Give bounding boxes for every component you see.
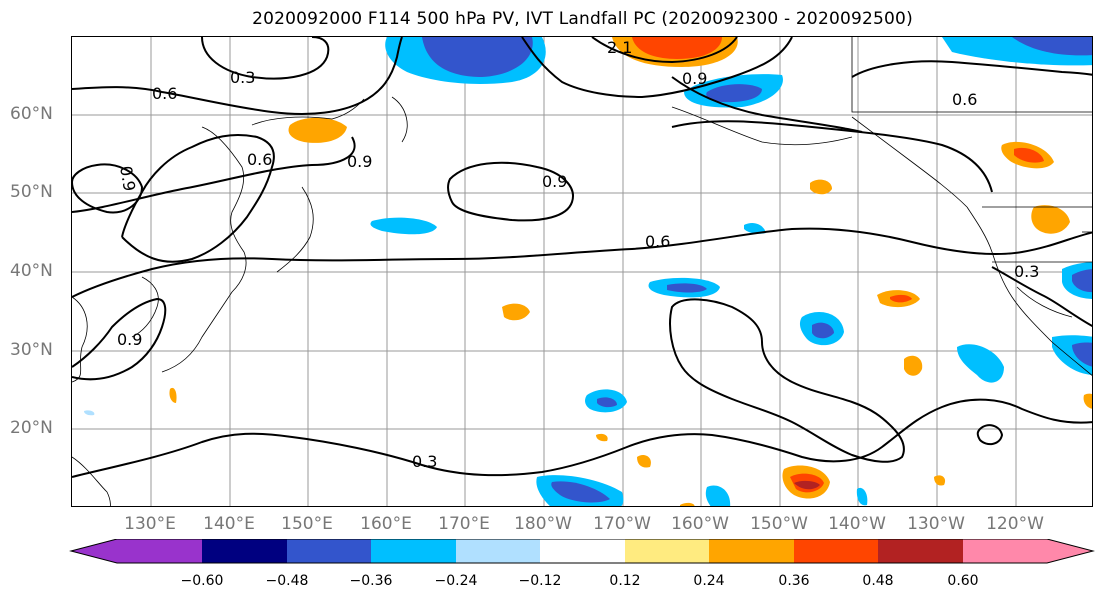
- lon-label-120w: 120°W: [986, 514, 1044, 534]
- lon-label-150e: 150°E: [281, 514, 333, 534]
- pv-contours: [72, 37, 1092, 478]
- lon-label-160w: 160°W: [671, 514, 729, 534]
- colorbar-swatch: [540, 539, 625, 563]
- colorbar-swatch: [117, 539, 202, 563]
- colorbar-extend-max: [1047, 539, 1093, 563]
- lat-label-30n: 30°N: [10, 340, 53, 360]
- colorbar-tick: 0.24: [693, 573, 725, 589]
- contour-label: 0.9: [117, 330, 142, 349]
- colorbar-tick: −0.24: [434, 573, 478, 589]
- colorbar-tick: 0.12: [609, 573, 641, 589]
- colorbar-swatch: [963, 539, 1047, 563]
- lon-label-140e: 140°E: [203, 514, 255, 534]
- map-title: 2020092000 F114 500 hPa PV, IVT Landfall…: [252, 9, 913, 29]
- lon-label-130e: 130°E: [124, 514, 176, 534]
- colorbar-tick: −0.12: [518, 573, 562, 589]
- colorbar-tick: −0.36: [349, 573, 393, 589]
- colorbar-swatch: [625, 539, 709, 563]
- colorbar-tick: −0.48: [265, 573, 309, 589]
- colorbar-swatches: [71, 539, 1093, 563]
- colorbar-swatch: [794, 539, 878, 563]
- lat-label-60n: 60°N: [10, 104, 53, 124]
- contour-label: 0.9: [116, 164, 139, 192]
- lon-label-130w: 130°W: [907, 514, 965, 534]
- colorbar-swatch: [456, 539, 540, 563]
- colorbar-tick: 0.60: [947, 573, 979, 589]
- map-panel: 0.3 0.6 0.9 0.6 0.9 0.9 0.6 0.9 0.6 0.9 …: [71, 36, 1093, 507]
- lat-label-40n: 40°N: [10, 261, 53, 281]
- anomaly-shading: [84, 37, 1092, 506]
- colorbar-swatch: [287, 539, 371, 563]
- coastlines: [72, 37, 1092, 506]
- contour-label: 0.6: [645, 232, 670, 251]
- graticule: [72, 37, 1092, 506]
- contour-label: 0.6: [152, 84, 177, 103]
- lon-label-180w: 180°W: [514, 514, 572, 534]
- contour-labels: 0.3 0.6 0.9 0.6 0.9 0.9 0.6 0.9 0.6 0.9 …: [116, 38, 1039, 471]
- colorbar-swatch: [202, 539, 287, 563]
- contour-label: 0.6: [247, 150, 272, 169]
- contour-label: 0.3: [230, 68, 255, 87]
- lon-label-160e: 160°E: [360, 514, 412, 534]
- colorbar-tick: 0.36: [778, 573, 810, 589]
- map-canvas: 0.3 0.6 0.9 0.6 0.9 0.9 0.6 0.9 0.6 0.9 …: [72, 37, 1092, 506]
- colorbar-swatch: [371, 539, 456, 563]
- lon-label-170e: 170°E: [438, 514, 490, 534]
- contour-label: 0.9: [542, 172, 567, 191]
- lat-label-20n: 20°N: [10, 418, 53, 438]
- contour-label: 0.9: [682, 69, 707, 88]
- lon-label-140w: 140°W: [828, 514, 886, 534]
- contour-label: 0.9: [347, 152, 372, 171]
- colorbar-swatch: [878, 539, 963, 563]
- lon-label-170w: 170°W: [593, 514, 651, 534]
- colorbar: [69, 539, 1095, 564]
- colorbar-extend-min: [71, 539, 117, 563]
- contour-label: 0.3: [412, 452, 437, 471]
- colorbar-swatch: [709, 539, 794, 563]
- contour-label: 0.6: [952, 90, 977, 109]
- colorbar-tick: 0.48: [862, 573, 894, 589]
- contour-label: 2.1: [607, 38, 632, 57]
- lat-label-50n: 50°N: [10, 182, 53, 202]
- colorbar-tick: −0.60: [180, 573, 224, 589]
- lon-label-150w: 150°W: [750, 514, 808, 534]
- contour-label: 0.3: [1014, 262, 1039, 281]
